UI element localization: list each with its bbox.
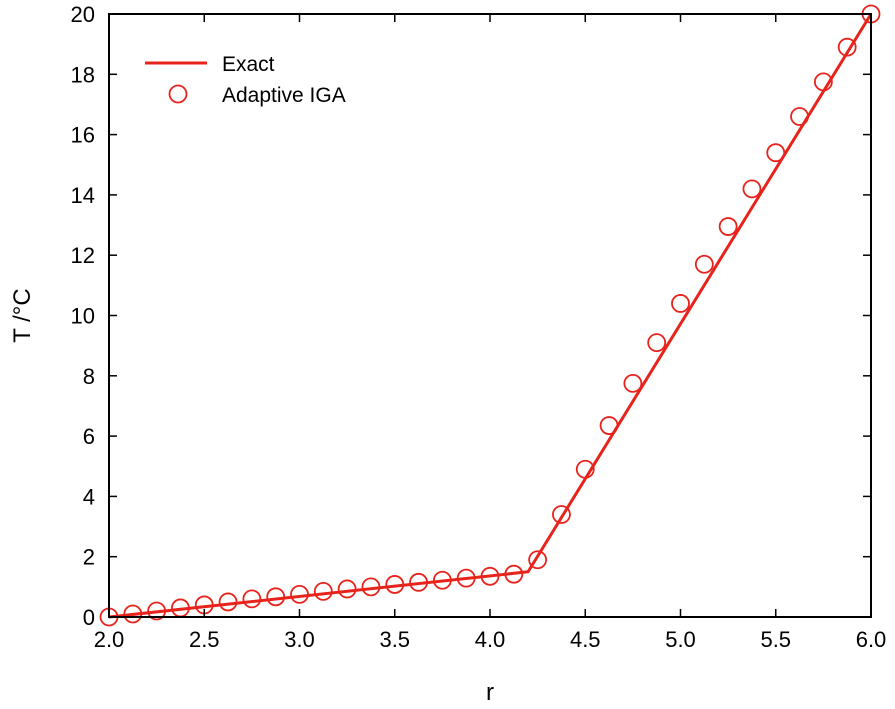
series-adaptive-iga-point — [480, 566, 500, 586]
y-axis: 0 2 4 6 8 10 12 14 16 18 20 — [71, 2, 871, 630]
x-tick-label: 5.5 — [760, 627, 791, 652]
series-adaptive-iga-point — [147, 601, 167, 621]
series-adaptive-iga-point — [552, 505, 571, 524]
x-axis-title: r — [486, 679, 494, 706]
series-adaptive-iga-point — [242, 589, 262, 609]
x-tick-label: 6.0 — [856, 627, 887, 652]
y-tick-label: 2 — [83, 545, 95, 570]
series-adaptive-iga-point — [623, 373, 643, 393]
series-adaptive-iga-point — [766, 143, 786, 163]
y-tick-label: 16 — [71, 123, 95, 148]
y-axis-title: T /°C — [9, 288, 36, 343]
x-axis: 2.0 2.5 3.0 3.5 4.0 4.5 5.0 5.5 6.0 — [94, 14, 887, 652]
series-adaptive-iga-point — [432, 570, 452, 590]
series-exact-line — [108, 13, 873, 619]
series-adaptive-iga-point — [313, 581, 333, 601]
series-adaptive-iga-point — [599, 416, 619, 435]
series-adaptive-iga-point — [456, 568, 476, 588]
series-adaptive-iga-point — [790, 107, 809, 126]
legend-circle-symbol — [168, 84, 188, 104]
x-tick-label: 2.0 — [94, 627, 125, 652]
series-adaptive-iga-point — [575, 459, 595, 479]
y-tick-label: 6 — [83, 424, 95, 449]
series-adaptive-iga-point — [671, 294, 690, 313]
x-tick-label: 3.5 — [379, 627, 410, 652]
series-adaptive-iga-point — [694, 254, 714, 274]
y-tick-label: 20 — [71, 2, 95, 27]
plot-area — [99, 4, 881, 627]
series-adaptive-iga-point — [504, 564, 524, 584]
series-adaptive-iga-point — [837, 37, 857, 57]
series-adaptive-iga-point — [742, 179, 762, 199]
series-adaptive-iga-point — [218, 592, 238, 612]
series-adaptive-iga-point — [647, 333, 667, 353]
x-tick-label: 4.0 — [475, 627, 506, 652]
series-adaptive-iga-point — [813, 72, 833, 92]
y-tick-label: 0 — [83, 605, 95, 630]
y-tick-label: 8 — [83, 364, 95, 389]
y-tick-label: 12 — [71, 243, 95, 268]
x-tick-label: 2.5 — [189, 627, 220, 652]
series-adaptive-iga-point — [385, 575, 405, 594]
plot-frame — [108, 13, 872, 618]
x-tick-label: 3.0 — [284, 627, 315, 652]
series-adaptive-iga-point — [718, 217, 738, 236]
legend-label-adaptive-iga: Adaptive IGA — [222, 84, 346, 107]
series-adaptive-iga-point — [409, 572, 428, 592]
legend: Exact Adaptive IGA — [145, 53, 346, 107]
y-tick-label: 10 — [71, 304, 95, 329]
series-adaptive-iga-point — [123, 604, 143, 624]
y-tick-label: 18 — [71, 62, 95, 87]
legend-label-exact: Exact — [222, 53, 275, 76]
y-tick-label: 14 — [71, 183, 95, 208]
y-tick-label: 4 — [83, 484, 95, 509]
series-adaptive-iga-point — [290, 584, 309, 604]
x-tick-label: 4.5 — [570, 627, 601, 652]
series-adaptive-iga-point — [337, 579, 357, 599]
x-tick-label: 5.0 — [665, 627, 696, 652]
series-adaptive-iga-point — [528, 550, 548, 570]
series-adaptive-iga-point — [361, 577, 381, 597]
series-adaptive-iga-point — [266, 587, 286, 607]
